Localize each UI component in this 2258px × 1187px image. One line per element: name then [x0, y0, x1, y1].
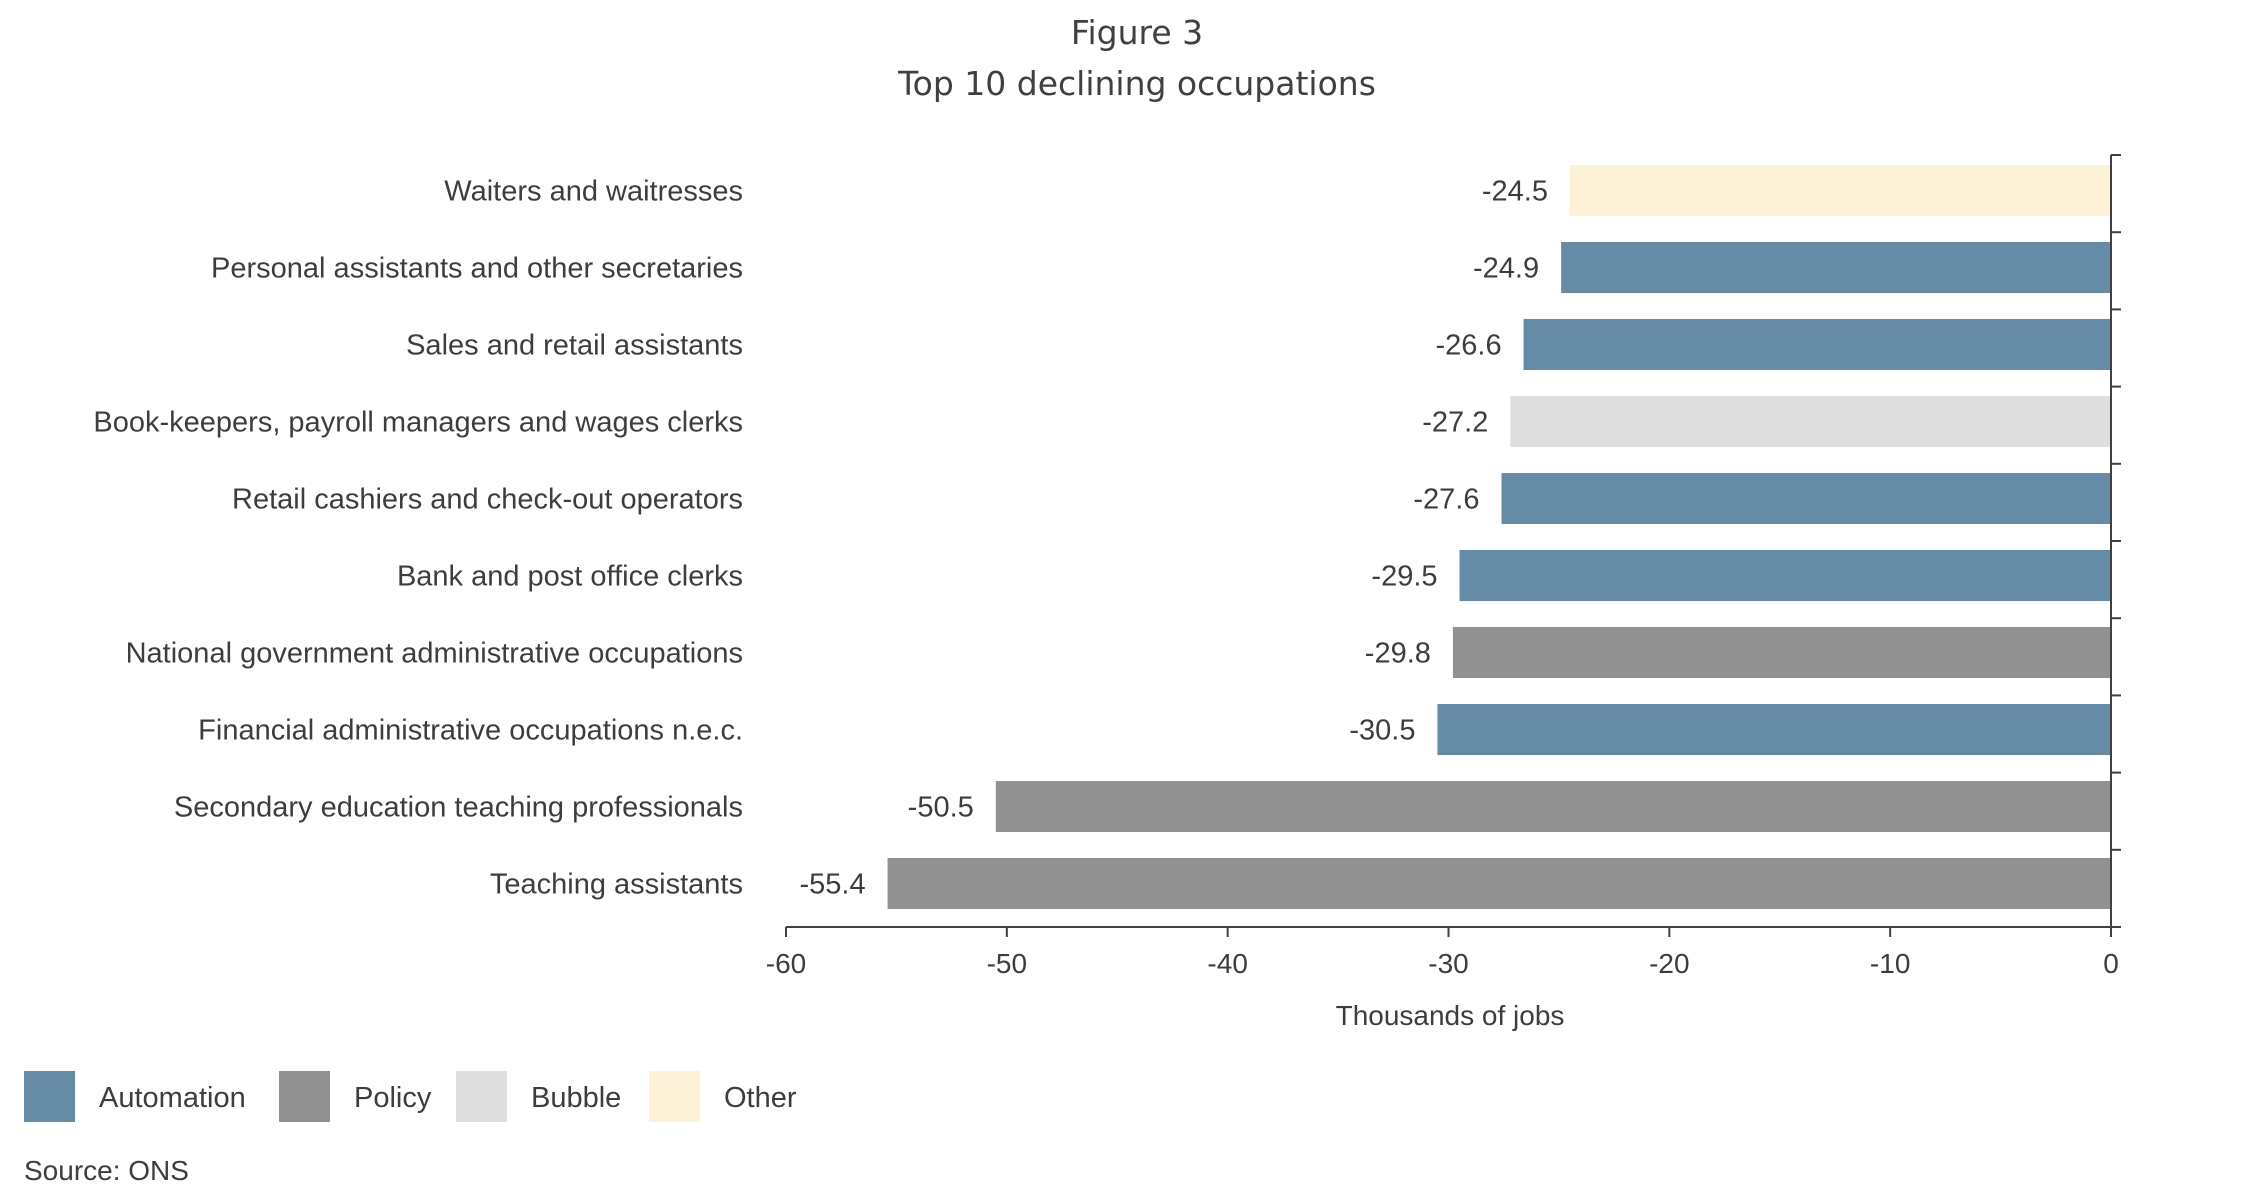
data-label: -24.9: [1473, 253, 1539, 285]
x-tick-label: 0: [2103, 948, 2119, 979]
legend-label: Other: [724, 1082, 797, 1114]
legend-swatch: [649, 1071, 700, 1122]
bar: [1569, 165, 2111, 216]
legend-swatch: [279, 1071, 330, 1122]
plot-area: -24.5 Waiters and waitresses -24.9 Personal…: [93, 154, 2121, 979]
legend-label: Automation: [99, 1082, 246, 1114]
category-label: Sales and retail assistants: [406, 330, 743, 362]
chart-title: Top 10 declining occupations: [897, 64, 1376, 103]
bar: [887, 858, 2112, 909]
data-label: -27.6: [1413, 484, 1479, 516]
legend-label: Bubble: [531, 1082, 621, 1114]
data-label: -30.5: [1349, 715, 1415, 747]
data-label: -24.5: [1482, 176, 1548, 208]
data-label: -55.4: [799, 869, 865, 901]
x-tick-label: -10: [1870, 948, 1910, 979]
figure-label: Figure 3: [1071, 13, 1203, 52]
x-tick-label: -40: [1207, 948, 1247, 979]
bar: [1561, 242, 2111, 293]
category-label: Teaching assistants: [490, 869, 743, 901]
x-tick-label: -30: [1428, 948, 1468, 979]
category-label: Personal assistants and other secretarie…: [211, 253, 743, 285]
category-label: Waiters and waitresses: [444, 176, 743, 208]
bar: [1437, 704, 2111, 755]
data-label: -27.2: [1422, 407, 1488, 439]
category-label: Book-keepers, payroll managers and wages…: [93, 407, 743, 439]
x-tick-label: -60: [766, 948, 806, 979]
bar: [1452, 627, 2111, 678]
category-label: National government administrative occup…: [126, 638, 743, 670]
data-label: -29.5: [1371, 561, 1437, 593]
legend-swatch: [456, 1071, 507, 1122]
data-label: -26.6: [1435, 330, 1501, 362]
data-label: -50.5: [908, 792, 974, 824]
bar: [1523, 319, 2111, 370]
category-label: Secondary education teaching professiona…: [174, 792, 743, 824]
legend-swatch: [24, 1071, 75, 1122]
source-note: Source: ONS: [24, 1155, 189, 1186]
data-label: -29.8: [1365, 638, 1431, 670]
x-tick-label: -20: [1649, 948, 1689, 979]
bar: [1501, 473, 2111, 524]
category-label: Retail cashiers and check-out operators: [232, 484, 743, 516]
bar: [995, 781, 2111, 832]
bar: [1459, 550, 2111, 601]
category-label: Financial administrative occupations n.e…: [198, 715, 743, 747]
category-label: Bank and post office clerks: [397, 561, 743, 593]
legend: Automation Policy Bubble Other: [24, 1071, 797, 1122]
legend-label: Policy: [354, 1082, 432, 1114]
x-tick-label: -50: [987, 948, 1027, 979]
bar: [1510, 396, 2111, 447]
x-axis-title: Thousands of jobs: [1336, 1000, 1565, 1031]
